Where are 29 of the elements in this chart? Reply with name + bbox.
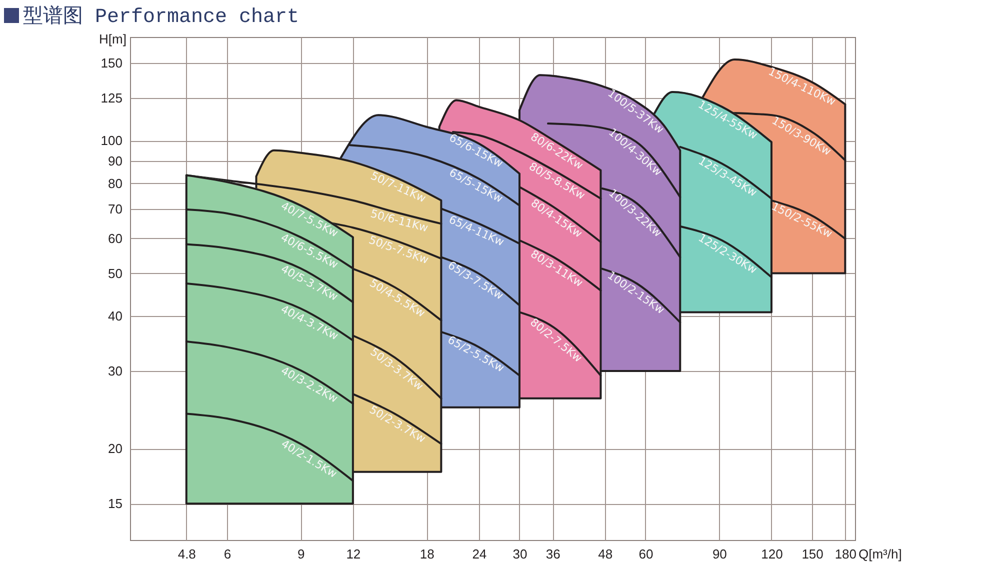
y-tick-label: 20 [108,441,122,456]
x-tick-label: 36 [546,546,560,562]
x-tick-label: 30 [512,546,528,562]
y-tick-label: 150 [100,56,122,71]
x-tick-label: 24 [472,546,487,562]
chart-title: 型谱图 Performance chart [23,4,300,29]
y-tick-label: 80 [108,176,122,191]
y-tick-label: 100 [100,133,122,148]
x-tick-label: 6 [224,546,232,562]
y-tick-label: 60 [108,230,122,246]
y-tick-label: 90 [108,153,122,168]
x-tick-label: 48 [598,546,613,562]
x-tick-label: 4.8 [178,546,196,562]
x-tick-label: 150 [802,546,824,562]
x-tick-label: 180 [834,546,857,562]
x-tick-label: 12 [346,546,361,562]
y-tick-label: 40 [108,308,122,324]
x-tick-label: 9 [298,546,305,562]
x-tick-label: 60 [638,546,654,562]
y-tick-label: 125 [100,90,122,106]
y-tick-label: 50 [108,266,122,281]
y-tick-label: 70 [108,201,122,216]
y-axis-title: H[m] [99,32,126,46]
x-tick-label: 18 [420,546,434,562]
x-axis-title: Q[m³/h] [858,546,902,562]
x-tick-label: 90 [712,546,727,562]
y-tick-label: 30 [108,364,122,379]
x-tick-label: 120 [761,546,783,562]
y-tick-label: 15 [108,496,122,512]
